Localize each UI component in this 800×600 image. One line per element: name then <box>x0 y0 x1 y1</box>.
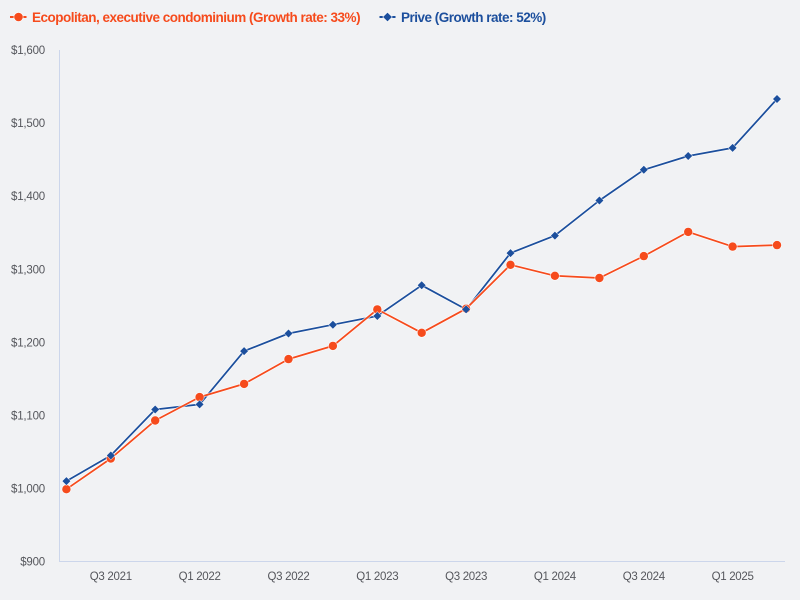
svg-text:$1,100: $1,100 <box>11 411 45 423</box>
svg-text:Q1 2023: Q1 2023 <box>356 571 398 583</box>
svg-text:$1,600: $1,600 <box>11 45 45 57</box>
svg-text:Q3 2023: Q3 2023 <box>445 571 487 583</box>
svg-text:Q1 2024: Q1 2024 <box>534 571 577 583</box>
svg-text:Ecopolitan, executive condomin: Ecopolitan, executive condominium (Growt… <box>32 10 360 25</box>
svg-text:Q1 2025: Q1 2025 <box>712 571 754 583</box>
svg-text:Q1 2022: Q1 2022 <box>179 571 221 583</box>
svg-text:$1,300: $1,300 <box>11 264 45 276</box>
svg-text:$1,500: $1,500 <box>11 118 45 130</box>
svg-text:Q3 2021: Q3 2021 <box>90 571 132 583</box>
svg-text:$1,400: $1,400 <box>11 191 45 203</box>
svg-text:$900: $900 <box>20 557 45 569</box>
svg-text:$1,000: $1,000 <box>11 484 45 496</box>
svg-text:$1,200: $1,200 <box>11 337 45 349</box>
svg-text:Q3 2024: Q3 2024 <box>623 571 666 583</box>
svg-text:Q3 2022: Q3 2022 <box>267 571 309 583</box>
svg-text:Prive (Growth rate: 52%): Prive (Growth rate: 52%) <box>401 10 546 25</box>
